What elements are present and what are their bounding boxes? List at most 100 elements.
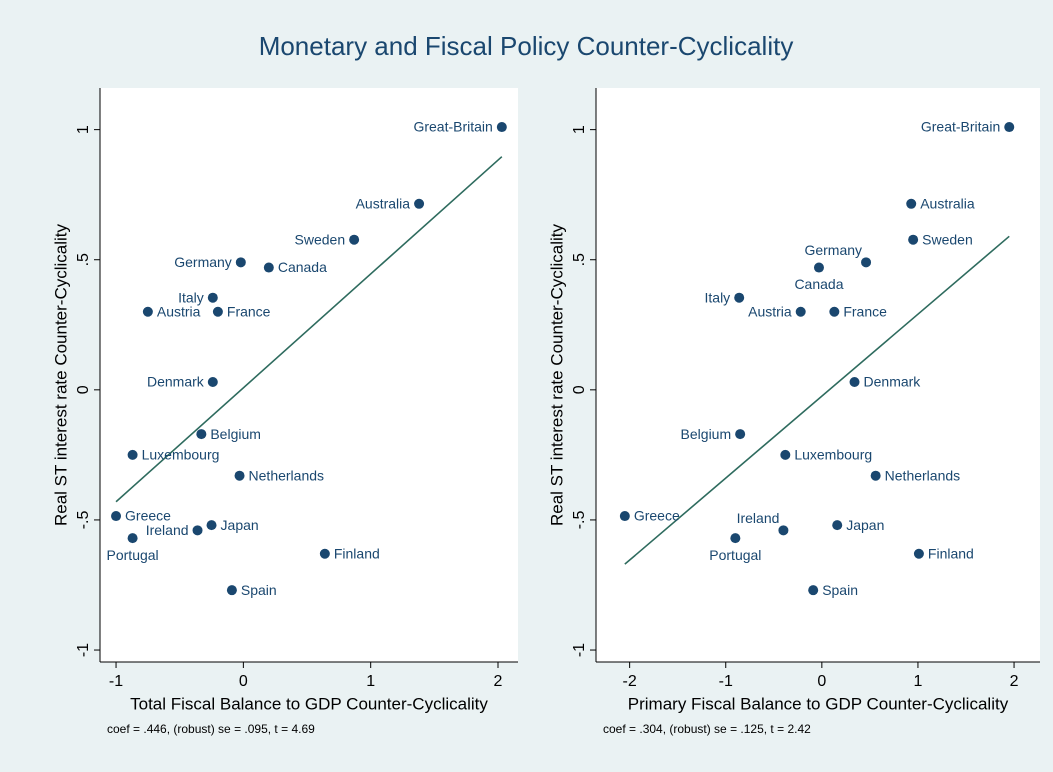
fit-line <box>624 235 1010 565</box>
data-point <box>829 306 840 317</box>
y-axis-label: Real ST interest rate Counter-Cyclicalit… <box>51 223 70 526</box>
point-label: Belgium <box>210 426 261 442</box>
data-point <box>127 449 138 460</box>
point-label: Ireland <box>737 510 780 526</box>
x-tick-label: 1 <box>366 673 375 690</box>
point-label: Belgium <box>681 426 732 442</box>
x-tick-label: -2 <box>623 673 637 690</box>
point-label: Australia <box>920 195 975 211</box>
y-tick-label: -1 <box>571 643 588 657</box>
data-point <box>778 525 789 536</box>
point-label: Denmark <box>147 374 205 390</box>
y-tick-label: .5 <box>75 253 92 266</box>
point-label: Great-Britain <box>921 119 1000 135</box>
data-point <box>196 429 207 440</box>
point-label: Ireland <box>146 522 189 538</box>
data-point <box>730 533 741 544</box>
point-label: Austria <box>157 303 201 319</box>
data-point <box>735 429 746 440</box>
data-point <box>226 585 237 596</box>
chart-title: Monetary and Fiscal Policy Counter-Cycli… <box>259 31 794 61</box>
point-label: Finland <box>334 545 380 561</box>
x-axis-label: Primary Fiscal Balance to GDP Counter-Cy… <box>628 694 1009 713</box>
data-point <box>832 520 843 531</box>
data-point <box>795 306 806 317</box>
x-tick-label: 2 <box>494 673 503 690</box>
regression-note: coef = .304, (robust) se = .125, t = 2.4… <box>603 722 811 736</box>
point-label: Germany <box>174 254 232 270</box>
x-tick-label: 1 <box>913 673 922 690</box>
data-point <box>414 198 425 209</box>
data-point <box>111 511 122 522</box>
data-point <box>263 262 274 273</box>
point-label: Luxembourg <box>142 447 220 463</box>
data-point <box>207 377 218 388</box>
point-label: Portugal <box>709 547 761 563</box>
data-point <box>206 520 217 531</box>
data-point <box>619 511 630 522</box>
data-point <box>780 449 791 460</box>
data-point <box>192 525 203 536</box>
point-label: Canada <box>794 276 843 292</box>
point-label: Netherlands <box>885 467 961 483</box>
data-point <box>127 533 138 544</box>
point-label: Australia <box>356 195 411 211</box>
point-label: Luxembourg <box>794 447 872 463</box>
y-tick-label: 1 <box>571 125 588 134</box>
data-point <box>849 377 860 388</box>
point-label: Great-Britain <box>413 119 492 135</box>
point-label: Italy <box>178 289 204 305</box>
y-tick-label: -.5 <box>75 510 92 529</box>
point-label: Italy <box>705 289 731 305</box>
point-label: Japan <box>846 517 884 533</box>
point-label: Finland <box>928 545 974 561</box>
data-point <box>734 292 745 303</box>
y-tick-label: 0 <box>75 385 92 394</box>
point-label: Spain <box>822 582 858 598</box>
plot-area <box>100 88 518 662</box>
data-point <box>808 585 819 596</box>
y-tick-label: 0 <box>571 385 588 394</box>
regression-note: coef = .446, (robust) se = .095, t = 4.6… <box>107 722 315 736</box>
data-point <box>870 470 881 481</box>
x-tick-label: -1 <box>719 673 733 690</box>
point-label: Portugal <box>107 547 159 563</box>
point-label: France <box>843 303 887 319</box>
data-point <box>235 257 246 268</box>
y-tick-label: -1 <box>75 643 92 657</box>
plot-area <box>596 88 1040 662</box>
x-tick-label: 0 <box>817 673 826 690</box>
point-label: Netherlands <box>249 467 325 483</box>
point-label: Austria <box>748 303 792 319</box>
point-label: Greece <box>634 508 680 524</box>
data-point <box>496 122 507 133</box>
data-point <box>913 548 924 559</box>
point-label: Sweden <box>295 231 346 247</box>
y-tick-label: .5 <box>571 253 588 266</box>
data-point <box>906 198 917 209</box>
data-point <box>813 262 824 273</box>
y-axis-label: Real ST interest rate Counter-Cyclicalit… <box>547 223 566 526</box>
point-label: Sweden <box>922 231 973 247</box>
point-label: Japan <box>221 517 259 533</box>
data-point <box>319 548 330 559</box>
data-point <box>207 292 218 303</box>
point-label: Germany <box>804 242 862 258</box>
point-label: Greece <box>125 508 171 524</box>
point-label: France <box>227 303 271 319</box>
y-tick-label: -.5 <box>571 510 588 529</box>
data-point <box>349 234 360 245</box>
data-point <box>908 234 919 245</box>
point-label: Denmark <box>864 374 922 390</box>
x-tick-label: 2 <box>1010 673 1019 690</box>
y-tick-label: 1 <box>75 125 92 134</box>
point-label: Canada <box>278 259 327 275</box>
data-point <box>142 306 153 317</box>
data-point <box>234 470 245 481</box>
point-label: Spain <box>241 582 277 598</box>
x-axis-label: Total Fiscal Balance to GDP Counter-Cycl… <box>130 694 488 713</box>
fit-line <box>115 156 503 503</box>
x-tick-label: 0 <box>239 673 248 690</box>
data-point <box>212 306 223 317</box>
